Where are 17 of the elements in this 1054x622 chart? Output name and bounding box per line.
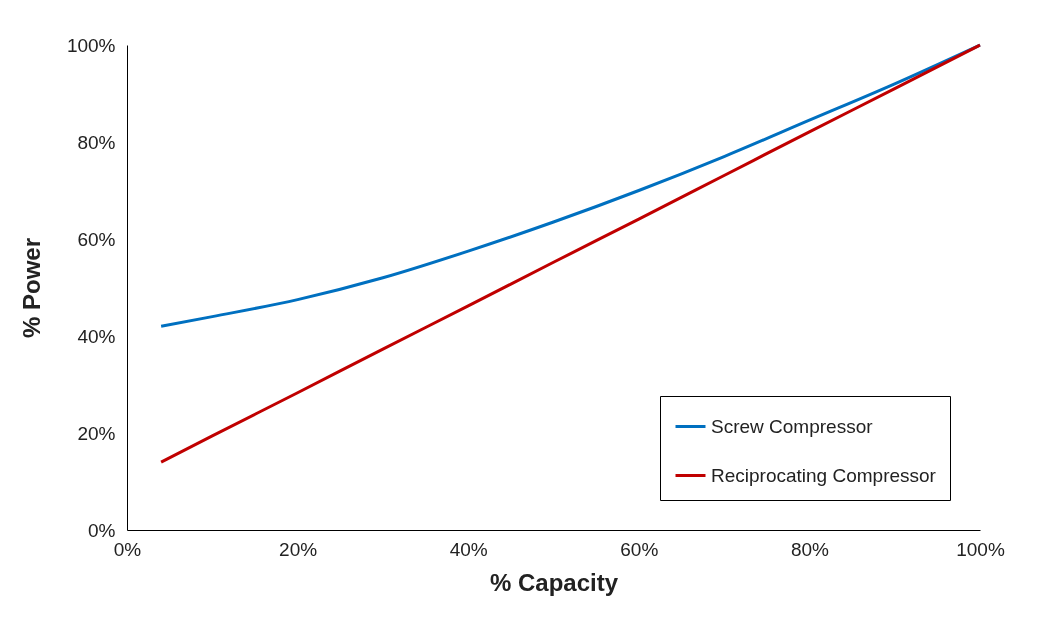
- y-axis-title: % Power: [17, 237, 45, 339]
- y-tick-label: 60%: [77, 228, 116, 250]
- line-series: [159, 43, 982, 464]
- x-tick-label: 60%: [620, 538, 659, 560]
- x-tick-label: 20%: [279, 538, 318, 560]
- x-tick-label: 0%: [113, 538, 142, 560]
- y-tick-label: 40%: [77, 325, 116, 347]
- legend-label: Screw Compressor: [711, 415, 874, 437]
- x-tick-label: 100%: [956, 538, 1005, 560]
- x-axis-title: % Capacity: [489, 568, 619, 596]
- y-tick-label: 0%: [88, 519, 116, 541]
- x-tick-label: 80%: [790, 538, 830, 560]
- legend-label: Reciprocating Compressor: [711, 464, 937, 486]
- y-tick-label: 20%: [77, 422, 116, 444]
- y-tick-label: 80%: [77, 131, 116, 153]
- y-tick-label: 100%: [66, 34, 116, 56]
- x-tick-label: 40%: [449, 538, 488, 560]
